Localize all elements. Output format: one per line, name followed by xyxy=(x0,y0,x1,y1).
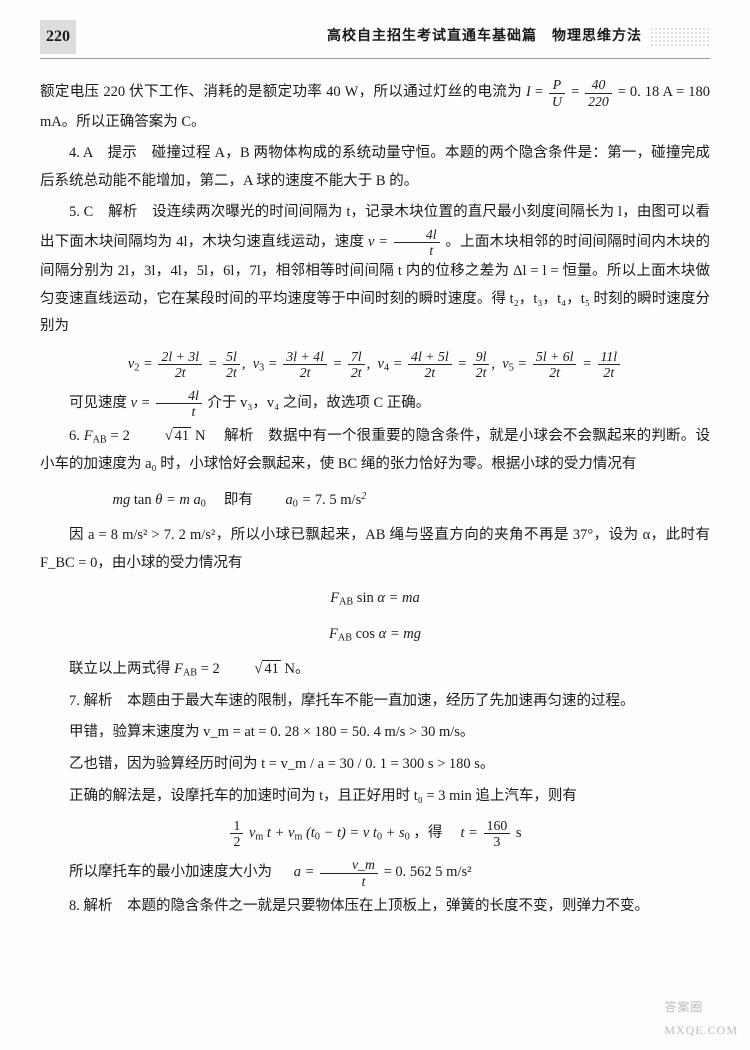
question-7-c: 乙也错，因为验算经历时间为 t = v_m / a = 30 / 0. 1 = … xyxy=(40,751,710,779)
equation-q6a: mg tan θ = m a0 即有 a0 = 7. 5 m/s2 xyxy=(40,487,710,515)
fraction-den: 3 xyxy=(484,834,511,849)
equation-q6b1: FAB sin α = ma xyxy=(40,585,710,613)
math-inline: FAB xyxy=(84,428,107,444)
page-header: 220 高校自主招生考试直通车基础篇 物理思维方法 xyxy=(40,20,710,59)
text-run: s xyxy=(516,825,522,841)
fraction-num: v_m xyxy=(320,857,378,873)
fraction-den: 220 xyxy=(585,94,612,109)
text-run: t = xyxy=(461,825,482,841)
text-run: 即有 xyxy=(224,492,253,508)
fraction: 4l t xyxy=(394,227,440,258)
fraction: 160 3 xyxy=(484,818,511,849)
text-run: = xyxy=(571,84,583,100)
equation-velocities: v2 = 2l + 3l2t = 5l2t, v3 = 3l + 4l2t = … xyxy=(40,349,710,380)
math-inline: N xyxy=(195,428,205,444)
math-inline: = 2 xyxy=(111,428,134,444)
fraction-num: P xyxy=(549,77,565,93)
text-run: 联立以上两式得 xyxy=(69,661,174,677)
fraction-num: 4l xyxy=(156,388,202,404)
equation-q7: 12 vm t + vm (t0 − t) = v t0 + s0 ，得 t =… xyxy=(40,818,710,849)
fraction-den: t xyxy=(394,243,440,258)
header-title: 高校自主招生考试直通车基础篇 物理思维方法 xyxy=(327,24,642,51)
question-6-a: 6. FAB = 2 41 N 解析 数据中有一个很重要的隐含条件，就是小球会不… xyxy=(40,423,710,478)
fraction: v_m t xyxy=(320,857,378,888)
text-run: 额定电压 220 伏下工作、消耗的是额定功率 40 W，所以通过灯丝的电流为 xyxy=(40,84,526,100)
header-decoration xyxy=(650,27,710,47)
fraction-num: 160 xyxy=(484,818,511,834)
text-run: 所以摩托车的最小加速度大小为 xyxy=(69,864,272,880)
text-run: 介于 v₃，v₄ 之间，故选项 C 正确。 xyxy=(207,395,430,411)
question-6-c: 联立以上两式得 FAB = 2 41 N。 xyxy=(40,656,710,684)
fraction-num: 4l xyxy=(394,227,440,243)
page-number: 220 xyxy=(46,28,70,45)
question-7-d: 正确的解法是，设摩托车的加速时间为 t，且正好用时 t₀ = 3 min 追上汽… xyxy=(40,783,710,811)
question-5-a: 5. C 解析 设连续两次曝光的时间间隔为 t，记录木块位置的直尺最小刻度间隔长… xyxy=(40,199,710,341)
watermark-line-2: MXQE.COM xyxy=(664,1019,738,1042)
watermark: 答案圈 MXQE.COM xyxy=(664,996,738,1042)
fraction: 40 220 xyxy=(585,77,612,108)
text-run: = xyxy=(535,84,547,100)
question-5-c: 可见速度 v = 4l t 介于 v₃，v₄ 之间，故选项 C 正确。 xyxy=(40,388,710,419)
fraction-den: t xyxy=(320,874,378,889)
page-number-box: 220 xyxy=(40,20,76,54)
fraction-den: t xyxy=(156,404,202,419)
math-inline: I xyxy=(526,84,531,100)
text-run: = 0. 562 5 m/s² xyxy=(384,864,472,880)
equation-q6b2: FAB cos α = mg xyxy=(40,621,710,649)
math-inline: v = xyxy=(368,234,392,250)
question-8: 8. 解析 本题的隐含条件之一就是只要物体压在上顶板上，弹簧的长度不变，则弹力不… xyxy=(40,893,710,921)
question-6-b: 因 a = 8 m/s² > 7. 2 m/s²，所以小球已飘起来，AB 绳与竖… xyxy=(40,522,710,577)
question-7-a: 7. 解析 本题由于最大车速的限制，摩托车不能一直加速，经历了先加速再匀速的过程… xyxy=(40,688,710,716)
math-inline: a = xyxy=(294,864,318,880)
fraction-den: U xyxy=(549,94,565,109)
question-4: 4. A 提示 碰撞过程 A，B 两物体构成的系统动量守恒。本题的两个隐含条件是… xyxy=(40,140,710,195)
watermark-line-1: 答案圈 xyxy=(664,996,738,1019)
fraction: 4l t xyxy=(156,388,202,419)
fraction-num: 40 xyxy=(585,77,612,93)
fraction: P U xyxy=(549,77,565,108)
text-run: 6. xyxy=(69,428,84,444)
question-7-b: 甲错，验算末速度为 v_m = at = 0. 28 × 180 = 50. 4… xyxy=(40,719,710,747)
sqrt: 41 xyxy=(134,423,191,451)
paragraph-continuation: 额定电压 220 伏下工作、消耗的是额定功率 40 W，所以通过灯丝的电流为 I… xyxy=(40,77,710,136)
math-inline: v = xyxy=(131,395,154,411)
text-run: 可见速度 xyxy=(69,395,131,411)
question-7-e: 所以摩托车的最小加速度大小为 a = v_m t = 0. 562 5 m/s² xyxy=(40,857,710,888)
